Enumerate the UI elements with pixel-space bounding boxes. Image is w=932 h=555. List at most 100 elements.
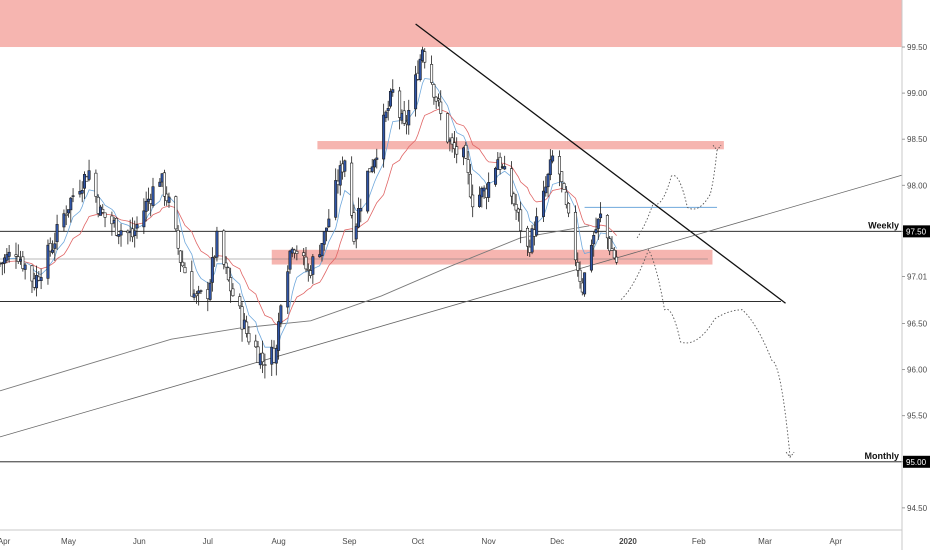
x-tick-label: 2020 (619, 537, 637, 546)
candle-body (468, 173, 472, 198)
candle-body (208, 282, 212, 300)
candle (514, 193, 518, 220)
candle-body (103, 212, 107, 218)
candle (183, 262, 187, 274)
candle-body (430, 64, 434, 83)
candle (0, 261, 4, 276)
candle (167, 192, 171, 208)
candle-body (357, 208, 361, 228)
candle (452, 130, 456, 159)
candle (39, 268, 43, 290)
candle-body (178, 250, 182, 263)
candle (343, 159, 347, 178)
candle-body (117, 234, 121, 237)
candle (274, 344, 278, 376)
projection-down-path (620, 248, 791, 458)
candle (110, 211, 114, 236)
candle-body (199, 290, 203, 292)
projection-down-path-arrowhead (785, 451, 795, 458)
candle-body (384, 111, 388, 119)
candle (210, 247, 214, 292)
candle (551, 150, 555, 164)
candle-body (432, 84, 436, 98)
moving-averages (0, 78, 617, 392)
candle (327, 209, 331, 228)
projection-up-path (636, 150, 718, 239)
candle-body (576, 262, 580, 271)
candle-body (167, 196, 171, 203)
candle-body (210, 257, 214, 283)
candle (519, 201, 523, 244)
candle (557, 150, 561, 187)
x-tick-label: Apr (0, 537, 11, 546)
candle-body (311, 256, 315, 275)
candle (197, 285, 201, 306)
candle (468, 163, 472, 199)
candle (530, 224, 534, 255)
candle-body (67, 209, 71, 214)
candle-body (197, 290, 201, 294)
candle (320, 243, 324, 262)
candle-body (612, 249, 616, 259)
candle (354, 223, 358, 249)
candle (391, 79, 395, 97)
candle (247, 326, 251, 345)
candle (306, 263, 310, 282)
candle-body (87, 170, 91, 180)
candle (133, 220, 137, 248)
candle-body (69, 197, 73, 211)
candle-body (322, 231, 326, 245)
candle-body (183, 267, 187, 274)
candle (48, 237, 52, 257)
level-labels: Weekly 97.50 Monthly 95.00 (865, 220, 930, 468)
candle-body (23, 264, 27, 270)
candle (311, 254, 315, 284)
candle-body (503, 166, 507, 170)
candle-body (610, 248, 614, 251)
projection-up-path-arrowhead (712, 144, 722, 151)
supply-demand-zones (0, 0, 902, 265)
candle (158, 178, 162, 187)
candle-body (548, 159, 552, 176)
candle-body (592, 235, 596, 245)
candle (135, 216, 139, 239)
ema-fast-line (0, 78, 617, 352)
candle (548, 149, 552, 181)
candle (596, 218, 600, 240)
candle (53, 232, 57, 261)
candle (78, 179, 82, 198)
candle (525, 225, 529, 256)
candle-body (286, 271, 290, 308)
candle-body (512, 193, 516, 205)
candle-body (226, 267, 230, 281)
candle (144, 191, 148, 222)
candle-body (382, 114, 386, 160)
y-tick-label: 95.50 (907, 412, 928, 421)
candle-body (525, 227, 529, 247)
candle (573, 205, 577, 267)
candle-body (238, 296, 242, 307)
candle (439, 90, 443, 121)
level-name-monthly: Monthly (865, 451, 900, 461)
candle-body (366, 170, 370, 212)
candle-body (288, 250, 292, 270)
candle-body (215, 230, 219, 258)
candle (494, 166, 498, 187)
candle-body (562, 183, 566, 190)
candle (407, 99, 411, 135)
candle (226, 266, 230, 282)
candle (357, 197, 361, 229)
candle (215, 226, 219, 262)
candle-body (373, 159, 377, 168)
candle-body (589, 244, 593, 271)
candle-body (388, 90, 392, 107)
candle-body (560, 171, 564, 182)
candle-body (101, 209, 105, 213)
candle-body (39, 277, 43, 282)
candle-body (407, 109, 411, 126)
candle (366, 170, 370, 214)
candle (224, 256, 228, 274)
candle-body (229, 277, 233, 292)
